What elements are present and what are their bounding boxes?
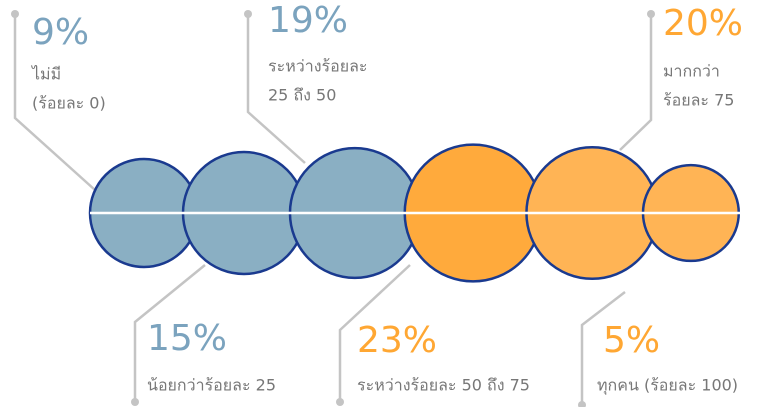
leader-line: [246, 14, 306, 164]
leader-dot: [131, 398, 139, 406]
leader-dot: [578, 401, 586, 407]
value-label: 23%: [357, 320, 437, 361]
category-label: น้อยกว่าร้อยละ 25: [147, 376, 276, 395]
leader-dot: [336, 398, 344, 406]
category-label: ร้อยละ 75: [663, 91, 734, 110]
leader-line: [619, 14, 653, 151]
value-label: 5%: [603, 320, 660, 361]
category-label: ไม่มี: [30, 65, 61, 84]
value-label: 9%: [32, 12, 89, 53]
leader-dot: [647, 10, 655, 18]
category-label: มากกว่า: [663, 62, 720, 81]
category-label: ทุกคน (ร้อยละ 100): [597, 376, 738, 396]
leader-line: [338, 264, 411, 402]
leader-dot: [11, 10, 19, 18]
value-label: 15%: [147, 318, 227, 359]
leader-line: [580, 291, 626, 405]
leader-line: [13, 14, 96, 191]
category-label: ระหว่างร้อยละ 50 ถึง 75: [357, 376, 530, 395]
leader-line: [133, 264, 206, 402]
value-label: 20%: [663, 3, 743, 44]
value-label: 19%: [268, 0, 348, 41]
category-label: ระหว่างร้อยละ: [268, 57, 368, 76]
category-label: 25 ถึง 50: [268, 86, 336, 105]
leader-dot: [244, 10, 252, 18]
category-label: (ร้อยละ 0): [32, 94, 106, 113]
